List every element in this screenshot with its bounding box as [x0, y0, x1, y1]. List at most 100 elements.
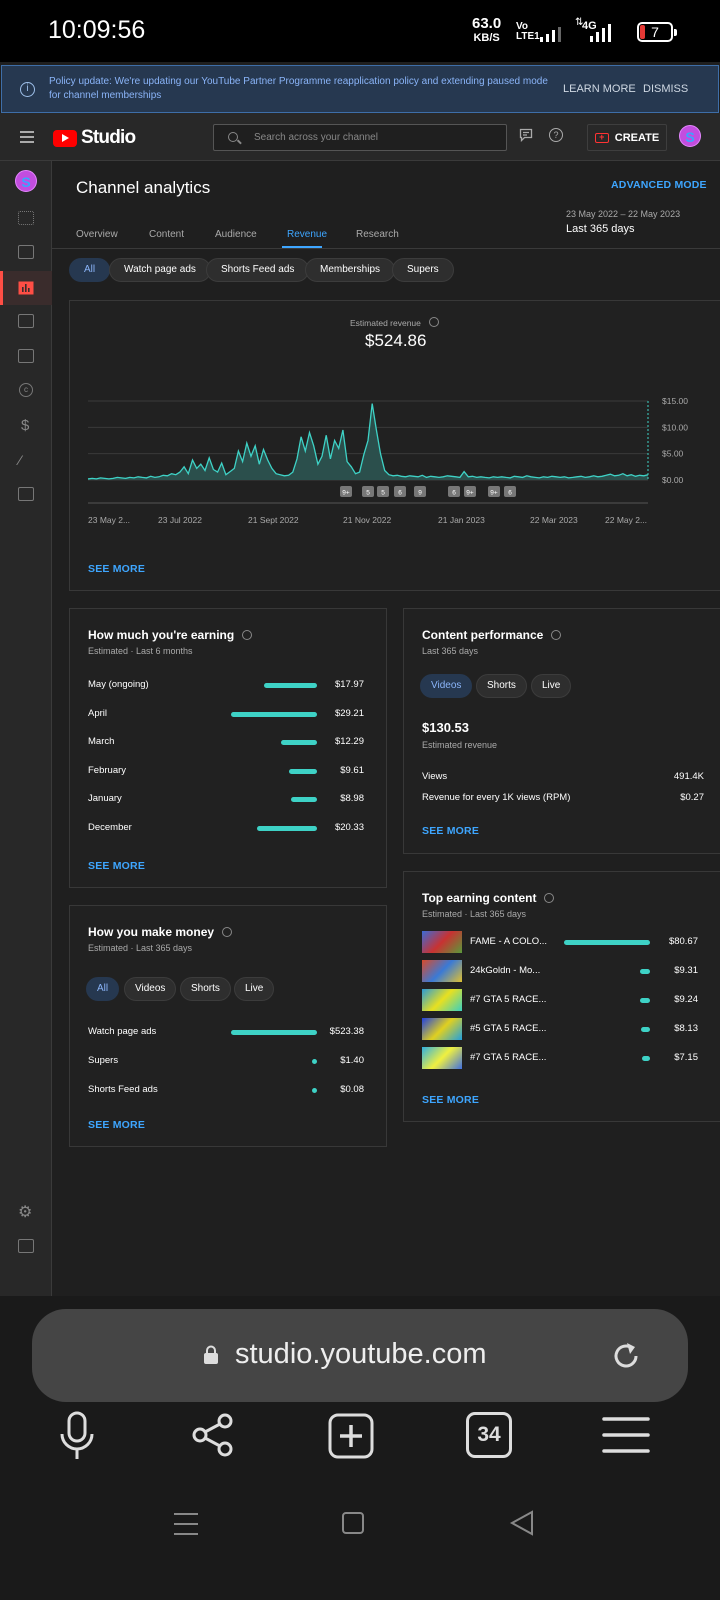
annotation-marker-label: 9+	[466, 490, 474, 497]
feedback-icon[interactable]	[519, 128, 533, 142]
dismiss-button[interactable]: DISMISS	[643, 83, 689, 95]
microphone-icon[interactable]	[57, 1410, 97, 1462]
earning-subtitle: Estimated · Last 6 months	[88, 646, 193, 656]
chip-watch-page-ads[interactable]: Watch page ads	[109, 258, 211, 282]
search-placeholder: Search across your channel	[254, 132, 378, 143]
performance-see-more-link[interactable]: SEE MORE	[422, 825, 480, 837]
rpm-label: Revenue for every 1K views (RPM)	[422, 792, 571, 803]
home-icon[interactable]	[342, 1512, 364, 1534]
chip-memberships[interactable]: Memberships	[305, 258, 396, 282]
account-avatar[interactable]: S	[679, 125, 701, 147]
tab-content[interactable]: Content	[149, 229, 185, 240]
money-title: How you make money	[88, 925, 233, 939]
dashboard-icon[interactable]	[18, 211, 34, 225]
new-tab-icon[interactable]	[327, 1412, 375, 1460]
annotation-marker[interactable]	[362, 486, 374, 497]
top-earning-row-bar	[641, 1027, 650, 1032]
chip-all[interactable]: All	[69, 258, 111, 282]
top-earning-row-value: $80.67	[668, 936, 698, 947]
top-earning-row-title[interactable]: 24kGoldn - Mo...	[470, 965, 541, 976]
audio-library-icon[interactable]	[18, 487, 34, 501]
network-type: 4G	[582, 20, 597, 32]
top-earning-row-title[interactable]: #7 GTA 5 RACE...	[470, 1052, 547, 1063]
chip-supers[interactable]: Supers	[392, 258, 454, 282]
channel-avatar[interactable]: S	[15, 170, 37, 192]
send-feedback-icon[interactable]	[18, 1239, 34, 1253]
money-chip-videos[interactable]: Videos	[124, 977, 177, 1001]
performance-chip-shorts[interactable]: Shorts	[476, 674, 527, 698]
date-range-picker[interactable]: 23 May 2022 – 22 May 2023 Last 365 days	[566, 209, 680, 235]
video-thumbnail[interactable]	[422, 931, 462, 953]
tab-research[interactable]: Research	[356, 229, 399, 240]
help-icon[interactable]: ?	[549, 128, 563, 142]
video-thumbnail[interactable]	[422, 1047, 462, 1069]
annotation-marker[interactable]	[340, 486, 352, 497]
browser-menu-icon[interactable]	[602, 1416, 650, 1454]
sidebar-item-analytics[interactable]	[0, 271, 52, 305]
performance-chip-videos[interactable]: Videos	[420, 674, 473, 698]
comments-icon[interactable]	[18, 314, 34, 328]
settings-icon[interactable]: ⚙	[18, 1204, 33, 1221]
tab-revenue[interactable]: Revenue	[287, 229, 328, 240]
annotation-marker[interactable]	[488, 486, 500, 497]
top-earning-row-title[interactable]: #7 GTA 5 RACE...	[470, 994, 547, 1005]
money-see-more-link[interactable]: SEE MORE	[88, 1119, 146, 1131]
top-earning-see-more-link[interactable]: SEE MORE	[422, 1094, 480, 1106]
annotation-marker[interactable]	[448, 486, 460, 497]
rpm-value: $0.27	[680, 792, 704, 803]
studio-logo[interactable]: Studio	[53, 127, 136, 149]
top-earning-row-bar	[642, 1056, 650, 1061]
advanced-mode-button[interactable]: ADVANCED MODE	[611, 179, 707, 191]
reload-icon[interactable]	[610, 1340, 642, 1372]
search-input[interactable]: Search across your channel	[213, 124, 507, 151]
money-chip-live[interactable]: Live	[234, 977, 275, 1001]
battery-icon: 7	[637, 22, 677, 42]
performance-chip-live[interactable]: Live	[531, 674, 572, 698]
customisation-icon[interactable]: ⁄	[19, 452, 22, 468]
money-row-value: $1.40	[340, 1055, 364, 1066]
earning-see-more-link[interactable]: SEE MORE	[88, 860, 146, 872]
annotation-marker[interactable]	[394, 486, 406, 497]
create-video-icon: +	[594, 132, 609, 143]
video-thumbnail[interactable]	[422, 989, 462, 1011]
earning-row-value: $8.98	[340, 793, 364, 804]
money-card: How you make money Estimated · Last 365 …	[69, 905, 387, 1147]
copyright-icon[interactable]: c	[19, 383, 33, 397]
tab-audience[interactable]: Audience	[215, 229, 257, 240]
earning-row-label: February	[88, 764, 127, 776]
annotation-marker[interactable]	[504, 486, 516, 497]
money-chip-shorts[interactable]: Shorts	[180, 977, 231, 1001]
y-tick-label: $5.00	[662, 449, 684, 459]
earning-row-label: May (ongoing)	[88, 679, 149, 690]
top-earning-row-title[interactable]: FAME - A COLO...	[470, 936, 548, 947]
revenue-chart[interactable]: $0.00 $5.00 $10.00 $15.00 9+ 5 5 6 9 6 9+ 9+ 6 23 May…	[70, 396, 720, 546]
learn-more-button[interactable]: LEARN MORE	[563, 83, 636, 95]
annotation-marker[interactable]	[464, 486, 476, 497]
tabs-count-button[interactable]: 34	[466, 1412, 512, 1458]
tab-overview[interactable]: Overview	[76, 229, 118, 240]
revenue-see-more-link[interactable]: SEE MORE	[88, 563, 146, 575]
back-icon[interactable]	[509, 1510, 535, 1536]
network-speed: 63.0 KB/S	[472, 15, 502, 44]
create-button[interactable]: + CREATE	[587, 124, 667, 151]
annotation-marker[interactable]	[377, 486, 389, 497]
earn-icon[interactable]: $	[21, 417, 30, 434]
top-earning-row-title[interactable]: #5 GTA 5 RACE...	[470, 1023, 547, 1034]
earning-row-bar	[289, 768, 317, 774]
address-bar[interactable]: studio.youtube.com	[32, 1309, 688, 1402]
annotation-marker[interactable]	[414, 486, 426, 497]
volte-indicator: Vo LTE1	[516, 21, 540, 42]
video-thumbnail[interactable]	[422, 1018, 462, 1040]
chip-shorts-feed-ads[interactable]: Shorts Feed ads	[206, 258, 310, 282]
banner-message: Policy update: We're updating our YouTub…	[49, 76, 548, 101]
share-icon[interactable]	[190, 1412, 236, 1458]
date-label: Last 365 days	[566, 223, 635, 235]
subtitles-icon[interactable]	[18, 349, 34, 363]
video-thumbnail[interactable]	[422, 960, 462, 982]
tabs-count: 34	[477, 1423, 501, 1446]
menu-icon[interactable]	[20, 131, 34, 146]
recent-apps-icon[interactable]	[173, 1512, 199, 1536]
content-icon[interactable]	[18, 245, 34, 259]
top-earning-row-bar	[640, 969, 650, 974]
money-chip-all[interactable]: All	[86, 977, 120, 1001]
